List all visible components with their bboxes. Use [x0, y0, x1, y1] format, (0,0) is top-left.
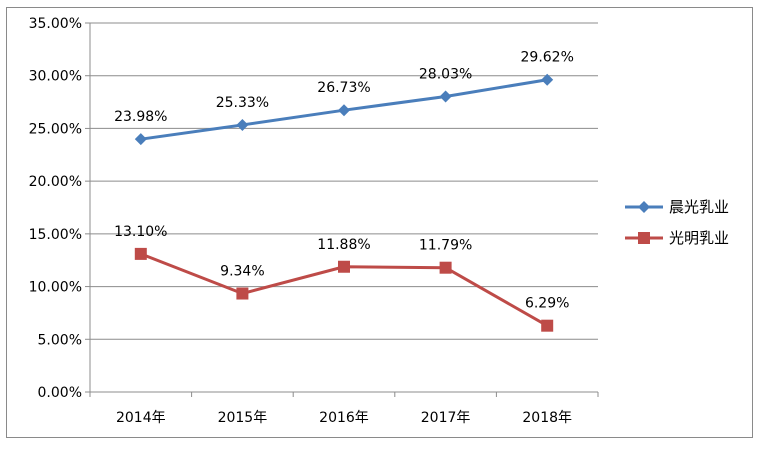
data-point	[541, 319, 554, 332]
data-point	[338, 260, 350, 273]
x-axis-ticks: 2014年 2015年 2016年 2017年 2018年	[116, 410, 572, 426]
legend-marker	[638, 201, 650, 213]
x-tick-label: 2015年	[218, 410, 268, 426]
y-axis-ticks: 0.00% 5.00% 10.00% 15.00% 20.00% 25.00% 30.00%…	[29, 16, 82, 401]
y-tick-label: 30.00%	[29, 69, 82, 85]
data-point	[236, 118, 249, 131]
data-point	[134, 247, 147, 260]
legend-marker	[638, 232, 650, 244]
y-tick-label: 15.00%	[29, 227, 82, 243]
legend-label: 晨光乳业	[669, 198, 729, 216]
data-point	[541, 73, 554, 86]
y-tick-label: 0.00%	[38, 385, 82, 401]
data-label: 26.73%	[317, 80, 370, 96]
y-tick-label: 20.00%	[29, 174, 82, 190]
data-label: 11.88%	[317, 237, 370, 253]
data-labels-layer: 23.98% 25.33% 26.73% 28.03% 29.62% 13.10% 9.34…	[114, 50, 574, 312]
axes	[85, 22, 599, 397]
legend-label: 光明乳业	[669, 229, 729, 247]
x-tick-label: 2014年	[116, 410, 166, 426]
x-tick-label: 2018年	[522, 410, 572, 426]
data-point	[236, 287, 249, 300]
data-label: 9.34%	[220, 264, 264, 280]
y-tick-label: 25.00%	[29, 121, 82, 137]
series-layer	[134, 73, 554, 332]
data-point	[439, 90, 452, 103]
y-tick-label: 5.00%	[38, 332, 82, 348]
data-label: 13.10%	[114, 224, 167, 240]
y-tick-label: 35.00%	[29, 16, 82, 32]
x-tick-label: 2016年	[319, 410, 369, 426]
data-label: 28.03%	[419, 66, 472, 82]
data-point	[439, 261, 452, 274]
grid-lines	[90, 22, 598, 340]
data-point	[338, 104, 350, 117]
chart-frame	[6, 7, 753, 438]
data-label: 23.98%	[114, 109, 167, 125]
data-label: 11.79%	[419, 238, 472, 254]
data-label: 25.33%	[216, 95, 269, 111]
x-tick-label: 2017年	[421, 410, 471, 426]
data-label: 6.29%	[525, 296, 569, 312]
y-tick-label: 10.00%	[29, 280, 82, 296]
data-label: 29.62%	[521, 50, 574, 66]
data-point	[134, 133, 147, 146]
